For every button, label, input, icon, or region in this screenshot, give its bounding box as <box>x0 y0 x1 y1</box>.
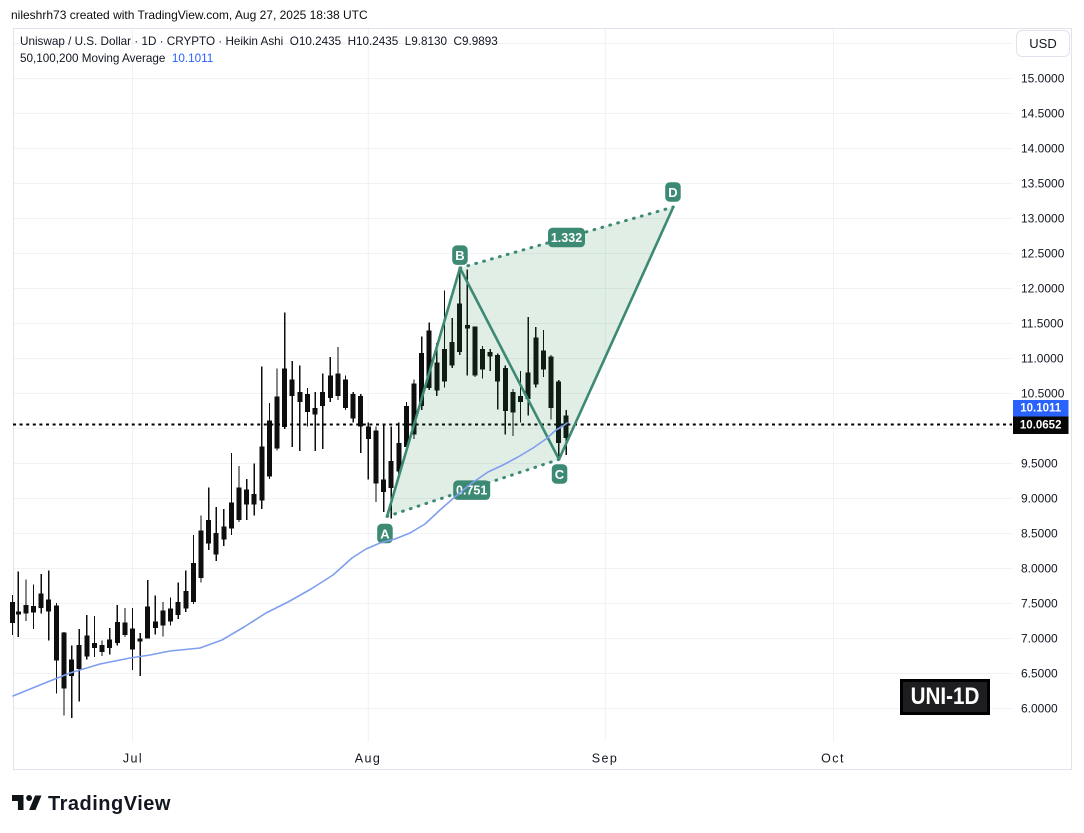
svg-text:0.751: 0.751 <box>456 484 487 498</box>
svg-text:9.0000: 9.0000 <box>1021 492 1058 506</box>
svg-text:Aug: Aug <box>355 752 381 766</box>
svg-text:D: D <box>668 185 677 200</box>
svg-text:12.5000: 12.5000 <box>1021 247 1065 261</box>
svg-text:8.0000: 8.0000 <box>1021 562 1058 576</box>
svg-text:7.5000: 7.5000 <box>1021 597 1058 611</box>
svg-text:8.5000: 8.5000 <box>1021 527 1058 541</box>
svg-text:13.0000: 13.0000 <box>1021 212 1065 226</box>
svg-text:B: B <box>455 248 464 263</box>
svg-text:A: A <box>380 527 390 542</box>
svg-text:14.5000: 14.5000 <box>1021 107 1065 121</box>
svg-text:9.5000: 9.5000 <box>1021 457 1058 471</box>
svg-text:10.1011: 10.1011 <box>1020 403 1062 415</box>
svg-text:13.5000: 13.5000 <box>1021 177 1065 191</box>
svg-text:10.0652: 10.0652 <box>1020 420 1062 432</box>
svg-text:10.5000: 10.5000 <box>1021 387 1065 401</box>
svg-text:6.0000: 6.0000 <box>1021 702 1058 716</box>
svg-text:Sep: Sep <box>592 752 618 766</box>
svg-text:Jul: Jul <box>123 752 143 766</box>
svg-text:12.0000: 12.0000 <box>1021 282 1065 296</box>
svg-text:7.0000: 7.0000 <box>1021 632 1058 646</box>
svg-text:15.0000: 15.0000 <box>1021 72 1065 86</box>
svg-text:11.0000: 11.0000 <box>1021 352 1064 366</box>
svg-text:11.5000: 11.5000 <box>1021 317 1064 331</box>
svg-text:1.332: 1.332 <box>551 231 582 245</box>
svg-text:14.0000: 14.0000 <box>1021 142 1065 156</box>
svg-text:Oct: Oct <box>821 752 845 766</box>
svg-text:6.5000: 6.5000 <box>1021 667 1058 681</box>
svg-text:C: C <box>555 467 565 482</box>
